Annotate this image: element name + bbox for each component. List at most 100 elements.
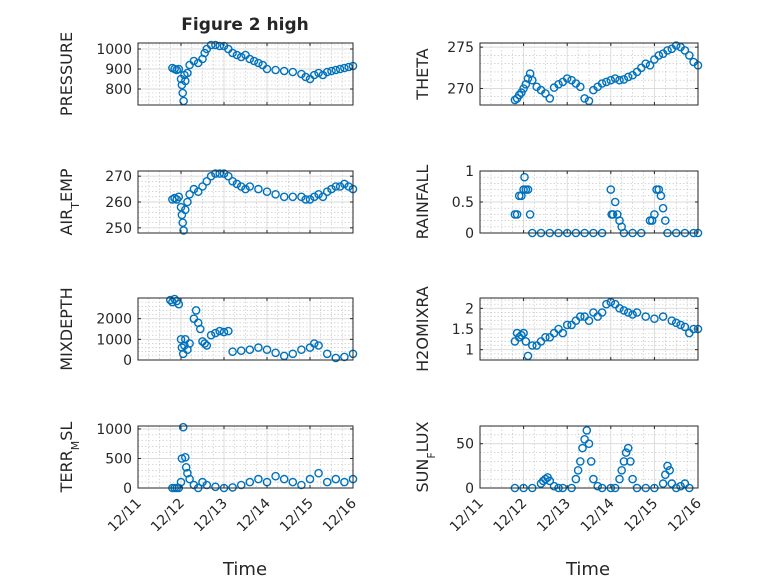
- data-point: [193, 187, 203, 196]
- data-point: [576, 457, 585, 466]
- data-point: [202, 480, 212, 490]
- axes-box: [137, 297, 354, 361]
- data-point: [236, 480, 246, 490]
- data-point: [602, 77, 611, 87]
- data-point: [189, 184, 199, 194]
- data-point: [322, 349, 332, 359]
- data-point: [245, 54, 255, 64]
- data-point: [271, 348, 280, 358]
- data-point: [335, 182, 345, 191]
- data-point: [288, 67, 298, 77]
- data-point: [322, 477, 332, 487]
- data-point: [685, 51, 694, 60]
- data-point: [172, 195, 181, 204]
- data-point: [680, 46, 690, 55]
- data-point: [288, 192, 298, 202]
- y-tick-label: 1000: [96, 42, 132, 58]
- data-point: [211, 328, 220, 338]
- subplot-2: 270 275 THETA: [413, 40, 703, 106]
- data-point: [297, 192, 306, 202]
- data-point: [623, 443, 633, 453]
- y-tick-label: 275: [447, 40, 474, 56]
- series-markers: [168, 169, 358, 235]
- data-point: [558, 328, 568, 338]
- axes-box: [479, 42, 699, 106]
- data-point: [610, 74, 620, 83]
- data-point: [615, 303, 624, 313]
- y-tick-label: 250: [105, 221, 132, 237]
- data-point: [623, 308, 633, 317]
- data-point: [262, 64, 272, 74]
- figure-title: Figure 2 high: [181, 15, 309, 35]
- data-point: [232, 179, 242, 189]
- data-point: [185, 189, 194, 199]
- data-point: [525, 210, 535, 219]
- data-point: [665, 465, 675, 475]
- data-point: [523, 185, 533, 194]
- data-point: [232, 50, 242, 60]
- data-point: [178, 88, 187, 98]
- subplot-3: 250 260 270 AIRTEMP: [57, 168, 358, 237]
- data-point: [667, 316, 677, 326]
- data-point: [236, 182, 246, 191]
- data-point: [676, 320, 685, 330]
- data-point: [279, 192, 289, 202]
- data-point: [528, 341, 537, 350]
- data-point: [528, 75, 537, 85]
- data-point: [245, 477, 255, 487]
- data-point: [545, 94, 555, 103]
- data-point: [228, 347, 237, 357]
- data-point: [344, 182, 354, 191]
- data-point: [241, 184, 250, 194]
- y-tick-label: 260: [105, 195, 132, 211]
- data-point: [626, 457, 635, 466]
- data-point: [179, 226, 188, 235]
- data-point: [606, 75, 616, 85]
- subplot-6: 1 1.5 2 H2OMIXRA: [413, 286, 703, 372]
- axes-box: [479, 425, 699, 489]
- data-point: [541, 332, 550, 342]
- data-point: [279, 474, 289, 484]
- data-point: [181, 462, 191, 472]
- y-tick-label: 270: [447, 81, 474, 97]
- data-point: [645, 61, 655, 70]
- y-axis-label: SUNFLUX: [413, 421, 438, 492]
- data-point: [228, 176, 237, 186]
- data-point: [178, 422, 188, 432]
- data-point: [571, 474, 581, 484]
- data-point: [305, 474, 315, 484]
- y-tick-label: 1: [465, 164, 474, 180]
- data-point: [617, 465, 627, 475]
- data-point: [228, 48, 237, 58]
- data-point: [650, 314, 659, 324]
- data-point: [663, 461, 672, 471]
- data-point: [206, 171, 216, 181]
- data-point: [654, 51, 664, 60]
- data-point: [523, 74, 533, 83]
- data-point: [512, 210, 522, 219]
- data-point: [576, 312, 585, 321]
- data-point: [177, 343, 187, 352]
- data-point: [520, 172, 529, 182]
- data-point: [327, 184, 336, 194]
- subplot-5: 0 1000 2000 MIXDEPTH: [57, 287, 358, 371]
- subplot-4: 0 0.5 1 RAINFALL: [413, 164, 703, 242]
- data-point: [185, 474, 194, 484]
- data-point: [663, 46, 672, 55]
- data-point: [254, 184, 263, 194]
- data-point: [615, 474, 624, 484]
- data-point: [223, 171, 233, 181]
- data-point: [658, 203, 668, 213]
- data-point: [573, 465, 583, 475]
- data-point: [621, 448, 631, 457]
- y-axis-label: THETA: [413, 48, 432, 100]
- data-point: [584, 439, 594, 449]
- subplot-1: 800 900 1000 PRESSURE: [57, 32, 358, 116]
- data-point: [301, 195, 311, 204]
- data-point: [656, 191, 666, 201]
- y-tick-label: 270: [105, 169, 132, 185]
- data-point: [223, 326, 233, 336]
- y-tick-label: 0: [123, 481, 132, 497]
- data-point: [661, 216, 670, 225]
